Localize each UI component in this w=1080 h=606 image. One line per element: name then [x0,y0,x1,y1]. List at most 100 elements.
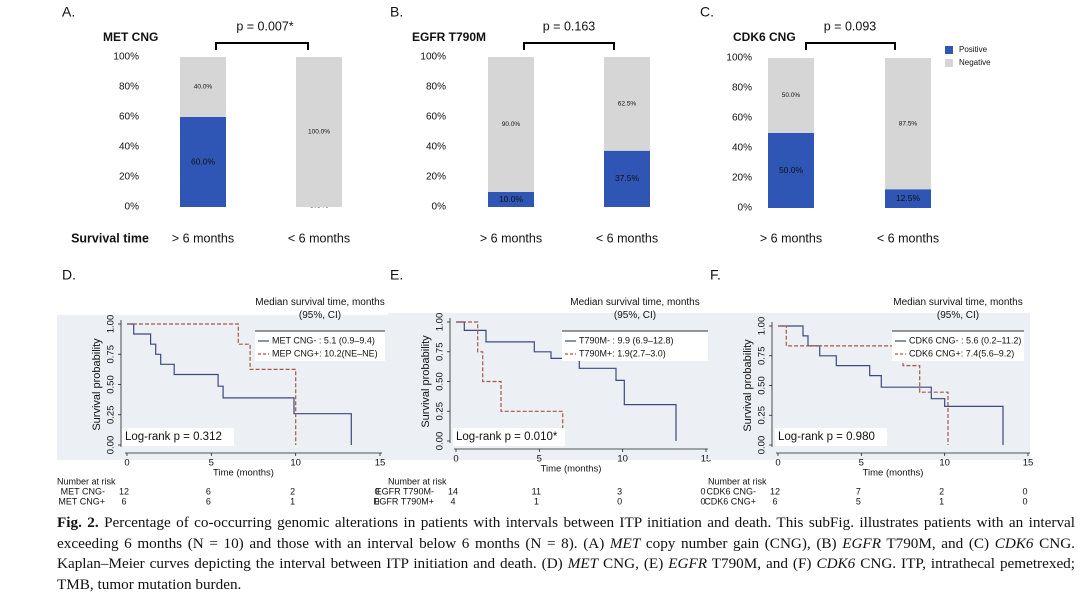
x-tick-label: < 6 months [877,231,939,245]
value-label: 50.0% [779,165,804,175]
y-tick-label: 1.00 [435,313,446,332]
legend-title-box: Median survival time, months (95%, CI) [570,297,700,321]
legend-title: Median survival time, months (95%, CI) [893,297,1023,321]
caption: Fig. 2. Percentage of co-occurring genom… [57,513,1075,595]
y-tick-label: 0.75 [106,345,117,364]
y-tick-label: 40% [732,143,752,154]
y-axis-title: Survival probability [420,335,432,428]
y-tick-label: 60% [119,112,139,123]
x-axis-title: Time (months) [863,468,924,479]
legend-label: Positive [959,45,988,54]
caption-text: CNG. Kaplan–Meier curves depicting the i… [57,534,1075,573]
risk-count: 12 [119,486,129,496]
legend-label: CDK6 CNG+: 7.4(5.6–9.2) [909,348,1014,358]
y-axis-title: Survival probability [742,339,754,432]
bar-segment [180,57,226,117]
y-tick-label: 0.00 [106,436,117,455]
panel-label: F. [710,267,721,283]
value-label: 90.0% [502,121,521,128]
y-tick-label: 0.00 [757,436,768,455]
legend-title: Median survival time, months (95%, CI) [255,297,385,321]
panel-label: A. [62,4,75,20]
bar-segment [488,57,534,192]
risk-count: 6 [206,486,211,496]
x-tick-label: 5 [859,458,864,469]
y-tick-label: 80% [119,82,139,93]
risk-row-label: MET CNG+ [58,496,105,506]
legend-label: T790M- : 9.9 (6.9–12.8) [579,335,674,345]
caption-text: EGFR [842,534,881,552]
risk-count: 0 [617,496,622,506]
value-label: 60.0% [191,156,216,166]
legend-swatch [945,59,953,67]
legend-box [892,331,1024,361]
y-tick-label: 80% [426,82,446,93]
bar-segment [296,57,342,207]
caption-text: Percentage of co-occurring genomic alter… [57,514,1075,552]
risk-row-label: EGFR T790M+ [373,496,434,506]
y-tick-label: 0.75 [435,343,446,362]
survival-curve [127,323,352,445]
x-tick-label: 5 [537,454,542,465]
x-tick-label: 0 [775,458,780,469]
legend-swatch [945,46,953,54]
caption-text: CDK6 [994,534,1034,552]
risk-count: 6 [772,496,777,506]
risk-count: 5 [856,496,861,506]
risk-count: 11 [532,486,541,496]
bar-segment [604,150,650,207]
legend-title-box: Median survival time, months (95%, CI) [255,297,385,321]
legend-box [255,331,385,361]
risk-row-label: CDK6 CNG+ [704,496,756,506]
y-tick-label: 80% [732,83,752,94]
x-tick-label: 0 [453,454,458,465]
p-value: p = 0.163 [543,19,596,33]
bar-segment [885,189,931,208]
risk-row-label: MET CNG- [61,486,105,496]
panel-label: C. [700,4,714,20]
survival-curve [456,321,564,441]
risk-count: 1 [534,496,539,506]
x-axis-title: Time (months) [213,468,274,479]
risk-row-label: EGFR T790M- [376,486,434,496]
y-tick-label: 0.50 [435,372,446,391]
x-axis-title: Time (months) [541,464,602,475]
p-value: p = 0.093 [824,19,877,33]
value-label: 12.5% [896,193,921,203]
panel-label: B. [390,4,403,20]
x-tick-label: 15 [701,454,712,465]
risk-count: 7 [856,486,861,496]
y-tick-label: 60% [732,113,752,124]
value-label: 37.5% [615,173,640,183]
y-tick-label: 0.50 [106,375,117,394]
risk-count: 0 [700,496,705,506]
y-tick-label: 100% [113,52,139,63]
x-axis-title: Survival time [71,231,149,245]
p-value: p = 0.007* [236,19,293,33]
survival-curve [127,323,297,445]
bar-segment [885,58,931,190]
value-label: 62.5% [618,101,637,108]
annotation: Log-rank p = 0.312 [125,431,222,443]
x-tick-label: < 6 months [596,231,658,245]
risk-count: 6 [121,496,126,506]
y-tick-label: 60% [426,112,446,123]
x-tick-label: 10 [617,454,628,465]
legend-label: Negative [959,58,991,67]
panel-label: E. [390,267,403,283]
risk-table-title: Number at risk [388,476,447,486]
caption-text: EGFR [668,555,708,572]
x-tick-label: 15 [1023,458,1034,469]
bar-segment [768,58,814,133]
bar-segment [604,57,650,151]
risk-count: 0 [700,486,705,496]
caption-text: MET [609,534,641,552]
risk-count: 6 [206,496,211,506]
y-tick-label: 20% [119,172,139,183]
annotation: Log-rank p = 0.980 [778,431,875,443]
risk-count: 1 [290,496,295,506]
caption-text: copy number gain (CNG), (B) [640,534,843,552]
x-tick-label: 10 [290,458,301,469]
risk-count: 2 [290,486,295,496]
